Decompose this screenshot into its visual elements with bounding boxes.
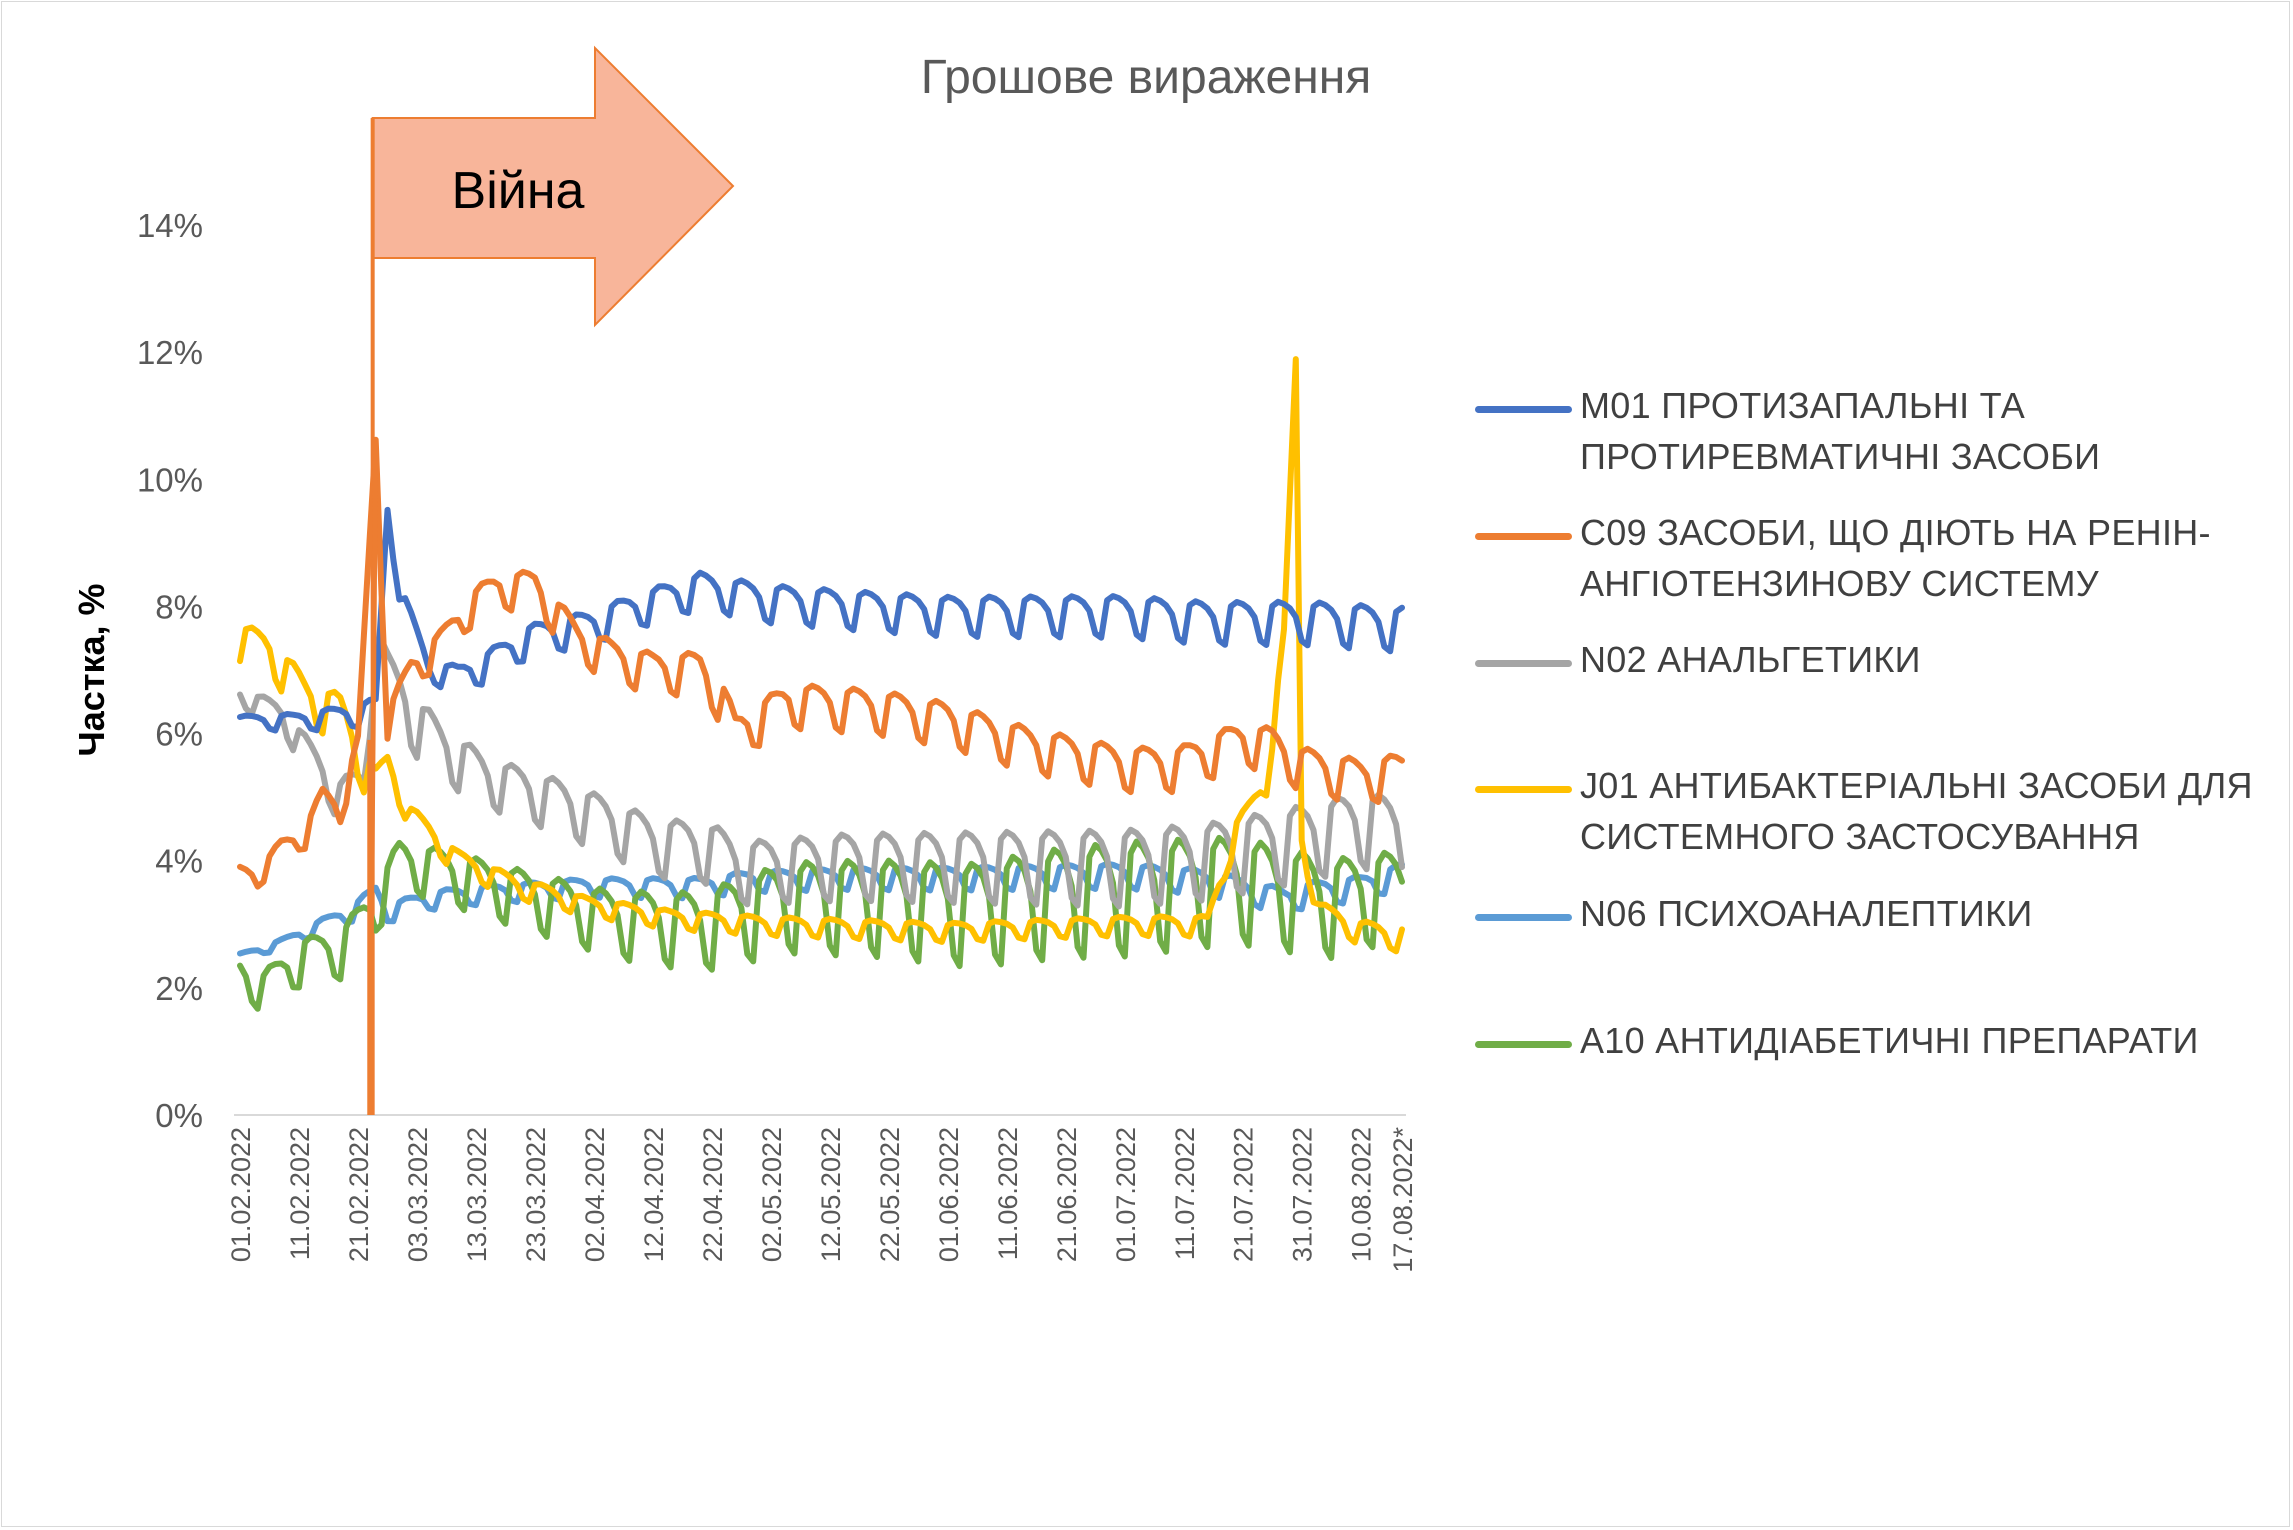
x-tick-label: 13.03.2022 bbox=[462, 1127, 492, 1262]
legend-label: N02 АНАЛЬГЕТИКИ bbox=[1580, 639, 1921, 680]
x-tick-label: 21.06.2022 bbox=[1052, 1127, 1082, 1262]
legend-swatch bbox=[1475, 786, 1572, 793]
legend-label: J01 АНТИБАКТЕРІАЛЬНІ ЗАСОБИ ДЛЯ СИСТЕМНО… bbox=[1580, 765, 2253, 857]
war-annotation: Війна bbox=[370, 45, 735, 1115]
x-tick-label: 11.07.2022 bbox=[1170, 1127, 1200, 1260]
series-line-2-dip bbox=[367, 441, 379, 1116]
y-tick-label: 0% bbox=[155, 1097, 203, 1134]
y-tick-label: 2% bbox=[155, 970, 203, 1007]
series-line-4 bbox=[237, 356, 1405, 955]
x-tick-label: 22.05.2022 bbox=[875, 1127, 905, 1262]
y-tick-label: 14% bbox=[137, 207, 203, 244]
series-line-1 bbox=[237, 506, 1405, 734]
y-tick-label: 4% bbox=[155, 843, 203, 880]
legend-swatch bbox=[1475, 406, 1572, 413]
y-tick-label: 10% bbox=[137, 461, 203, 498]
chart-title: Грошове вираження bbox=[921, 51, 1371, 104]
x-tick-label: 11.02.2022 bbox=[285, 1127, 315, 1260]
x-tick-label: 01.07.2022 bbox=[1111, 1127, 1141, 1262]
x-tick-label: 21.02.2022 bbox=[344, 1127, 374, 1262]
y-tick-label: 8% bbox=[155, 588, 203, 625]
series-lines bbox=[237, 356, 1405, 1116]
x-tick-label: 17.08.2022* bbox=[1388, 1127, 1418, 1273]
x-tick-label: 23.03.2022 bbox=[521, 1127, 551, 1262]
legend-swatch bbox=[1475, 533, 1572, 540]
x-tick-label: 22.04.2022 bbox=[698, 1127, 728, 1262]
legend-label: N06 ПСИХОАНАЛЕПТИКИ bbox=[1580, 893, 2033, 934]
legend-label: M01 ПРОТИЗАПАЛЬНІ ТА ПРОТИРЕВМАТИЧНІ ЗАС… bbox=[1580, 385, 2101, 477]
x-tick-label: 01.02.2022 bbox=[226, 1127, 256, 1262]
legend-swatch bbox=[1475, 914, 1572, 921]
x-tick-label: 02.04.2022 bbox=[580, 1127, 610, 1262]
y-tick-label: 12% bbox=[137, 334, 203, 371]
legend-label: C09 ЗАСОБИ, ЩО ДІЮТЬ НА РЕНІН-АНГІОТЕНЗИ… bbox=[1580, 512, 2211, 604]
x-tick-label: 03.03.2022 bbox=[403, 1127, 433, 1262]
x-tick-label: 12.05.2022 bbox=[816, 1127, 846, 1262]
series-line-3 bbox=[237, 637, 1405, 910]
x-tick-label: 12.04.2022 bbox=[639, 1127, 669, 1262]
war-arrow bbox=[371, 45, 735, 328]
x-tick-label: 21.07.2022 bbox=[1229, 1127, 1259, 1262]
war-label: Війна bbox=[452, 162, 585, 220]
y-axis-label: Частка, % bbox=[71, 583, 112, 756]
series-line-2 bbox=[237, 436, 1405, 890]
x-tick-label: 11.06.2022 bbox=[993, 1127, 1023, 1260]
x-axis-ticks: 01.02.2022 11.02.2022 21.02.2022 03.03.2022… bbox=[226, 1127, 1418, 1273]
x-tick-label: 10.08.2022 bbox=[1347, 1127, 1377, 1262]
x-tick-label: 31.07.2022 bbox=[1288, 1127, 1318, 1262]
legend-swatch bbox=[1475, 660, 1572, 667]
x-tick-label: 02.05.2022 bbox=[757, 1127, 787, 1262]
x-tick-label: 01.06.2022 bbox=[934, 1127, 964, 1262]
legend-label: A10 АНТИДІАБЕТИЧНІ ПРЕПАРАТИ bbox=[1580, 1020, 2199, 1061]
y-tick-label: 6% bbox=[155, 716, 203, 753]
y-axis-ticks: 0% 2% 4% 6% 8% 10% 12% 14% bbox=[137, 207, 203, 1134]
legend-swatch bbox=[1475, 1041, 1572, 1048]
